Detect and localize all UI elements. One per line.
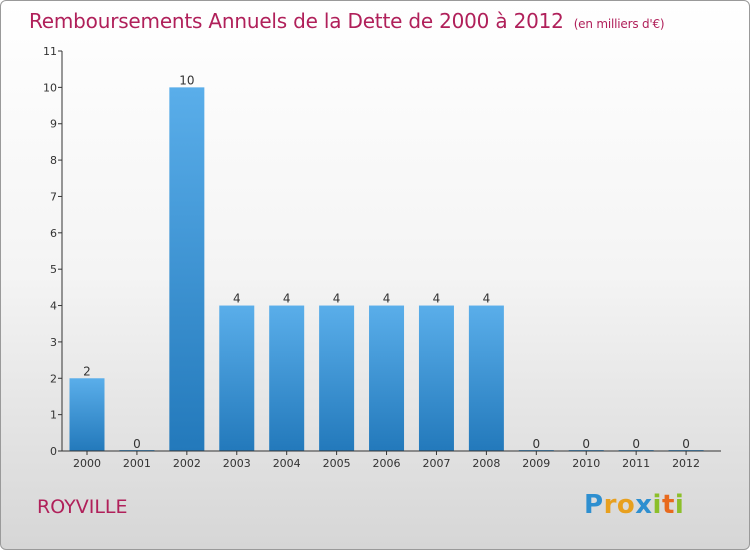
x-tick-label: 2004 <box>273 457 301 470</box>
y-tick-label: 10 <box>43 81 57 94</box>
y-tick-label: 2 <box>50 372 57 385</box>
x-tick-label: 2005 <box>323 457 351 470</box>
bar-value-label: 10 <box>179 73 194 87</box>
bar <box>69 378 105 451</box>
logo-letter: x <box>635 490 653 520</box>
bar-value-label: 0 <box>682 437 690 451</box>
bar-value-label: 0 <box>133 437 141 451</box>
logo-letter: P <box>584 490 604 520</box>
logo-letter: i <box>652 490 662 520</box>
x-tick-label: 2001 <box>123 457 151 470</box>
bar <box>418 305 454 451</box>
y-axis: 0 1 2 3 4 5 6 7 8 9 10 11 <box>43 45 63 458</box>
x-tick-label: 2009 <box>522 457 550 470</box>
x-tick-label: 2008 <box>472 457 500 470</box>
y-tick-label: 11 <box>43 45 57 58</box>
bar <box>269 305 305 451</box>
chart-title: Remboursements Annuels de la Dette de 20… <box>29 9 665 33</box>
bar-value-label: 4 <box>383 292 391 306</box>
y-tick-label: 4 <box>50 300 57 313</box>
bar-value-label: 2 <box>83 364 91 378</box>
x-tick-label: 2007 <box>422 457 450 470</box>
x-tick-label: 2012 <box>672 457 700 470</box>
y-tick-label: 8 <box>50 154 57 167</box>
x-tick-label: 2011 <box>622 457 650 470</box>
y-tick-label: 0 <box>50 445 57 458</box>
y-tick-label: 7 <box>50 190 57 203</box>
bar <box>219 305 255 451</box>
bar <box>319 305 355 451</box>
bar <box>468 305 504 451</box>
x-tick-label: 2003 <box>223 457 251 470</box>
bar-value-label: 0 <box>632 437 640 451</box>
bar-value-label: 4 <box>333 292 341 306</box>
proxiti-logo[interactable]: Proxiti <box>584 490 684 520</box>
bar-value-label: 0 <box>532 437 540 451</box>
x-axis: 2000 2001 2002 2003 2004 2005 2006 2007 2008 2009… <box>62 450 721 470</box>
chart-title-text: Remboursements Annuels de la Dette de 20… <box>29 9 564 33</box>
logo-letter: i <box>674 490 685 520</box>
bar-value-label: 4 <box>483 292 491 306</box>
bar-value-label: 0 <box>582 437 590 451</box>
y-tick-label: 5 <box>50 263 57 276</box>
x-tick-label: 2010 <box>572 457 600 470</box>
bar-value-label: 4 <box>283 292 291 306</box>
x-tick-label: 2002 <box>173 457 201 470</box>
bar-value-label: 4 <box>233 292 241 306</box>
logo-letter: o <box>616 490 636 520</box>
y-tick-label: 3 <box>50 336 57 349</box>
x-tick-label: 2000 <box>73 457 101 470</box>
y-tick-label: 9 <box>50 118 57 131</box>
bar-value-label: 4 <box>433 292 441 306</box>
bar <box>169 87 205 451</box>
y-tick-label: 6 <box>50 227 57 240</box>
commune-name: ROYVILLE <box>37 496 128 518</box>
chart-subtitle: (en milliers d'€) <box>573 17 665 31</box>
logo-letter: t <box>661 490 675 520</box>
logo-letter: r <box>603 490 617 520</box>
bars: 2 0 10 4 4 4 4 4 4 0 0 0 0 <box>69 73 704 451</box>
y-tick-label: 1 <box>50 409 57 422</box>
x-tick-label: 2006 <box>373 457 401 470</box>
bar <box>369 305 405 451</box>
